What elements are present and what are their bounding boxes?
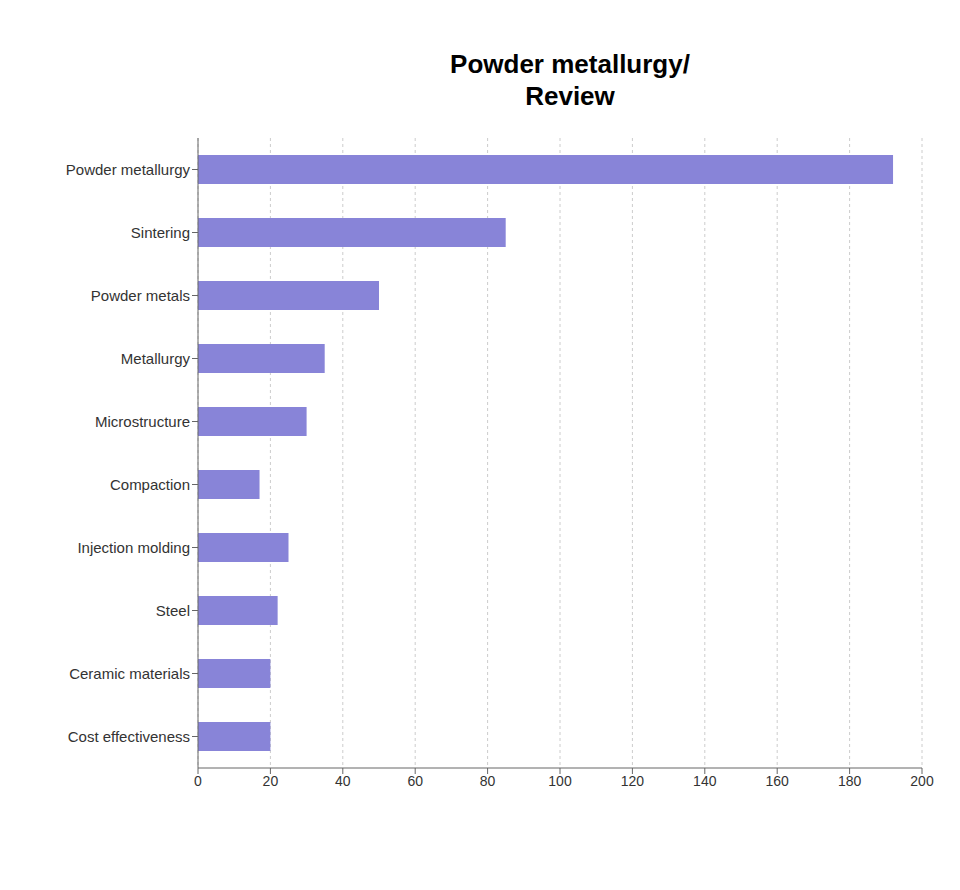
svg-text:160: 160 [766,773,790,789]
svg-text:Metallurgy: Metallurgy [121,350,191,367]
svg-text:Injection molding: Injection molding [77,539,190,556]
svg-text:80: 80 [480,773,496,789]
svg-text:140: 140 [693,773,717,789]
svg-text:Powder metallurgy: Powder metallurgy [66,161,191,178]
svg-text:100: 100 [548,773,572,789]
svg-text:200: 200 [910,773,934,789]
svg-text:Cost effectiveness: Cost effectiveness [68,728,190,745]
svg-text:120: 120 [621,773,645,789]
svg-text:40: 40 [335,773,351,789]
svg-text:Steel: Steel [156,602,190,619]
svg-text:Microstructure: Microstructure [95,413,190,430]
svg-text:60: 60 [407,773,423,789]
svg-text:20: 20 [263,773,279,789]
svg-text:Ceramic materials: Ceramic materials [69,665,190,682]
html-text:Review: Review [525,81,615,111]
svg-text:0: 0 [194,773,202,789]
svg-text:Compaction: Compaction [110,476,190,493]
svg-text:Sintering: Sintering [131,224,190,241]
svg-text:180: 180 [838,773,862,789]
html-text:Powder metallurgy/: Powder metallurgy/ [450,49,690,79]
svg-text:Powder metals: Powder metals [91,287,190,304]
